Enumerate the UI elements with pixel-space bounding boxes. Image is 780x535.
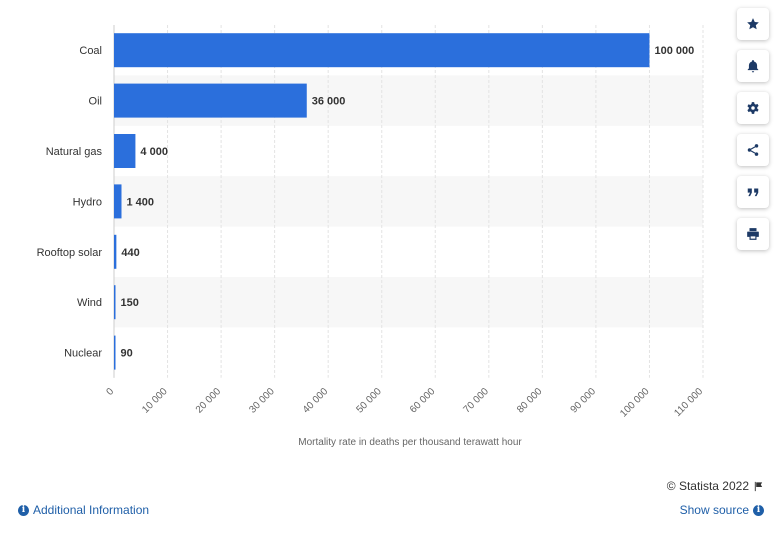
category-label: Rooftop solar bbox=[37, 247, 103, 259]
bar bbox=[114, 83, 307, 118]
x-tick-label: 0 bbox=[104, 386, 116, 398]
notification-button[interactable] bbox=[737, 50, 769, 82]
row-bands bbox=[114, 75, 703, 328]
additional-information-label: Additional Information bbox=[33, 503, 150, 517]
share-button[interactable] bbox=[737, 134, 769, 166]
bar bbox=[114, 134, 136, 168]
bar-chart: Coal Oil Natural gas Hydro Rooftop solar Wind… bbox=[37, 25, 705, 448]
bar bbox=[114, 335, 116, 370]
x-tick-label: 110 000 bbox=[672, 386, 705, 419]
flag-icon[interactable] bbox=[753, 481, 764, 492]
row-band bbox=[114, 277, 703, 328]
x-tick-label: 100 000 bbox=[618, 386, 652, 420]
x-tick-label: 70 000 bbox=[462, 386, 492, 416]
value-label: 150 bbox=[121, 297, 139, 309]
value-labels: 100 000 36 000 4 000 1 400 440 150 90 bbox=[121, 45, 695, 359]
row-band bbox=[114, 176, 703, 227]
value-label: 100 000 bbox=[654, 45, 694, 57]
x-axis-title: Mortality rate in deaths per thousand te… bbox=[298, 437, 522, 448]
value-label: 1 400 bbox=[126, 196, 154, 208]
bars bbox=[114, 33, 650, 370]
category-label: Oil bbox=[89, 96, 102, 108]
show-source-link[interactable]: Show source i bbox=[680, 503, 764, 517]
bar bbox=[114, 184, 122, 219]
favorite-button[interactable] bbox=[737, 8, 769, 40]
value-label: 440 bbox=[121, 247, 139, 259]
toolbar-sidebar bbox=[737, 8, 771, 260]
x-tick-label: 20 000 bbox=[194, 386, 224, 416]
x-tick-label: 80 000 bbox=[515, 386, 545, 416]
cite-button[interactable] bbox=[737, 176, 769, 208]
x-tick-label: 50 000 bbox=[354, 386, 384, 416]
category-label: Coal bbox=[79, 45, 102, 57]
settings-button[interactable] bbox=[737, 92, 769, 124]
category-label: Hydro bbox=[73, 196, 102, 208]
print-button[interactable] bbox=[737, 218, 769, 250]
star-icon bbox=[747, 18, 759, 30]
bar bbox=[114, 234, 117, 269]
value-label: 36 000 bbox=[312, 96, 346, 108]
x-tick-label: 30 000 bbox=[247, 386, 277, 416]
x-tick-label: 40 000 bbox=[301, 386, 331, 416]
category-label: Wind bbox=[77, 297, 102, 309]
bar bbox=[114, 285, 116, 320]
value-label: 4 000 bbox=[140, 146, 168, 158]
copyright-text: © Statista 2022 bbox=[666, 479, 749, 493]
info-icon: i bbox=[753, 504, 764, 516]
x-tick-label: 10 000 bbox=[140, 386, 170, 416]
x-tick-labels: 0 10 000 20 000 30 000 40 000 50 000 60 000 70 … bbox=[104, 386, 705, 420]
value-label: 90 bbox=[121, 348, 133, 360]
quote-icon bbox=[747, 188, 759, 197]
copyright: © Statista 2022 bbox=[667, 479, 764, 493]
bar bbox=[114, 33, 650, 68]
info-icon: i bbox=[18, 504, 29, 516]
category-label: Nuclear bbox=[64, 348, 102, 360]
category-labels: Coal Oil Natural gas Hydro Rooftop solar Wind… bbox=[37, 45, 103, 359]
share-icon bbox=[747, 144, 759, 156]
show-source-label: Show source bbox=[679, 503, 749, 517]
gear-icon bbox=[747, 102, 759, 114]
x-tick-label: 90 000 bbox=[569, 386, 599, 416]
bell-icon bbox=[747, 60, 759, 73]
x-tick-label: 60 000 bbox=[408, 386, 438, 416]
additional-information-link[interactable]: i Additional Information bbox=[18, 503, 149, 517]
print-icon bbox=[747, 228, 759, 240]
category-label: Natural gas bbox=[46, 146, 103, 158]
